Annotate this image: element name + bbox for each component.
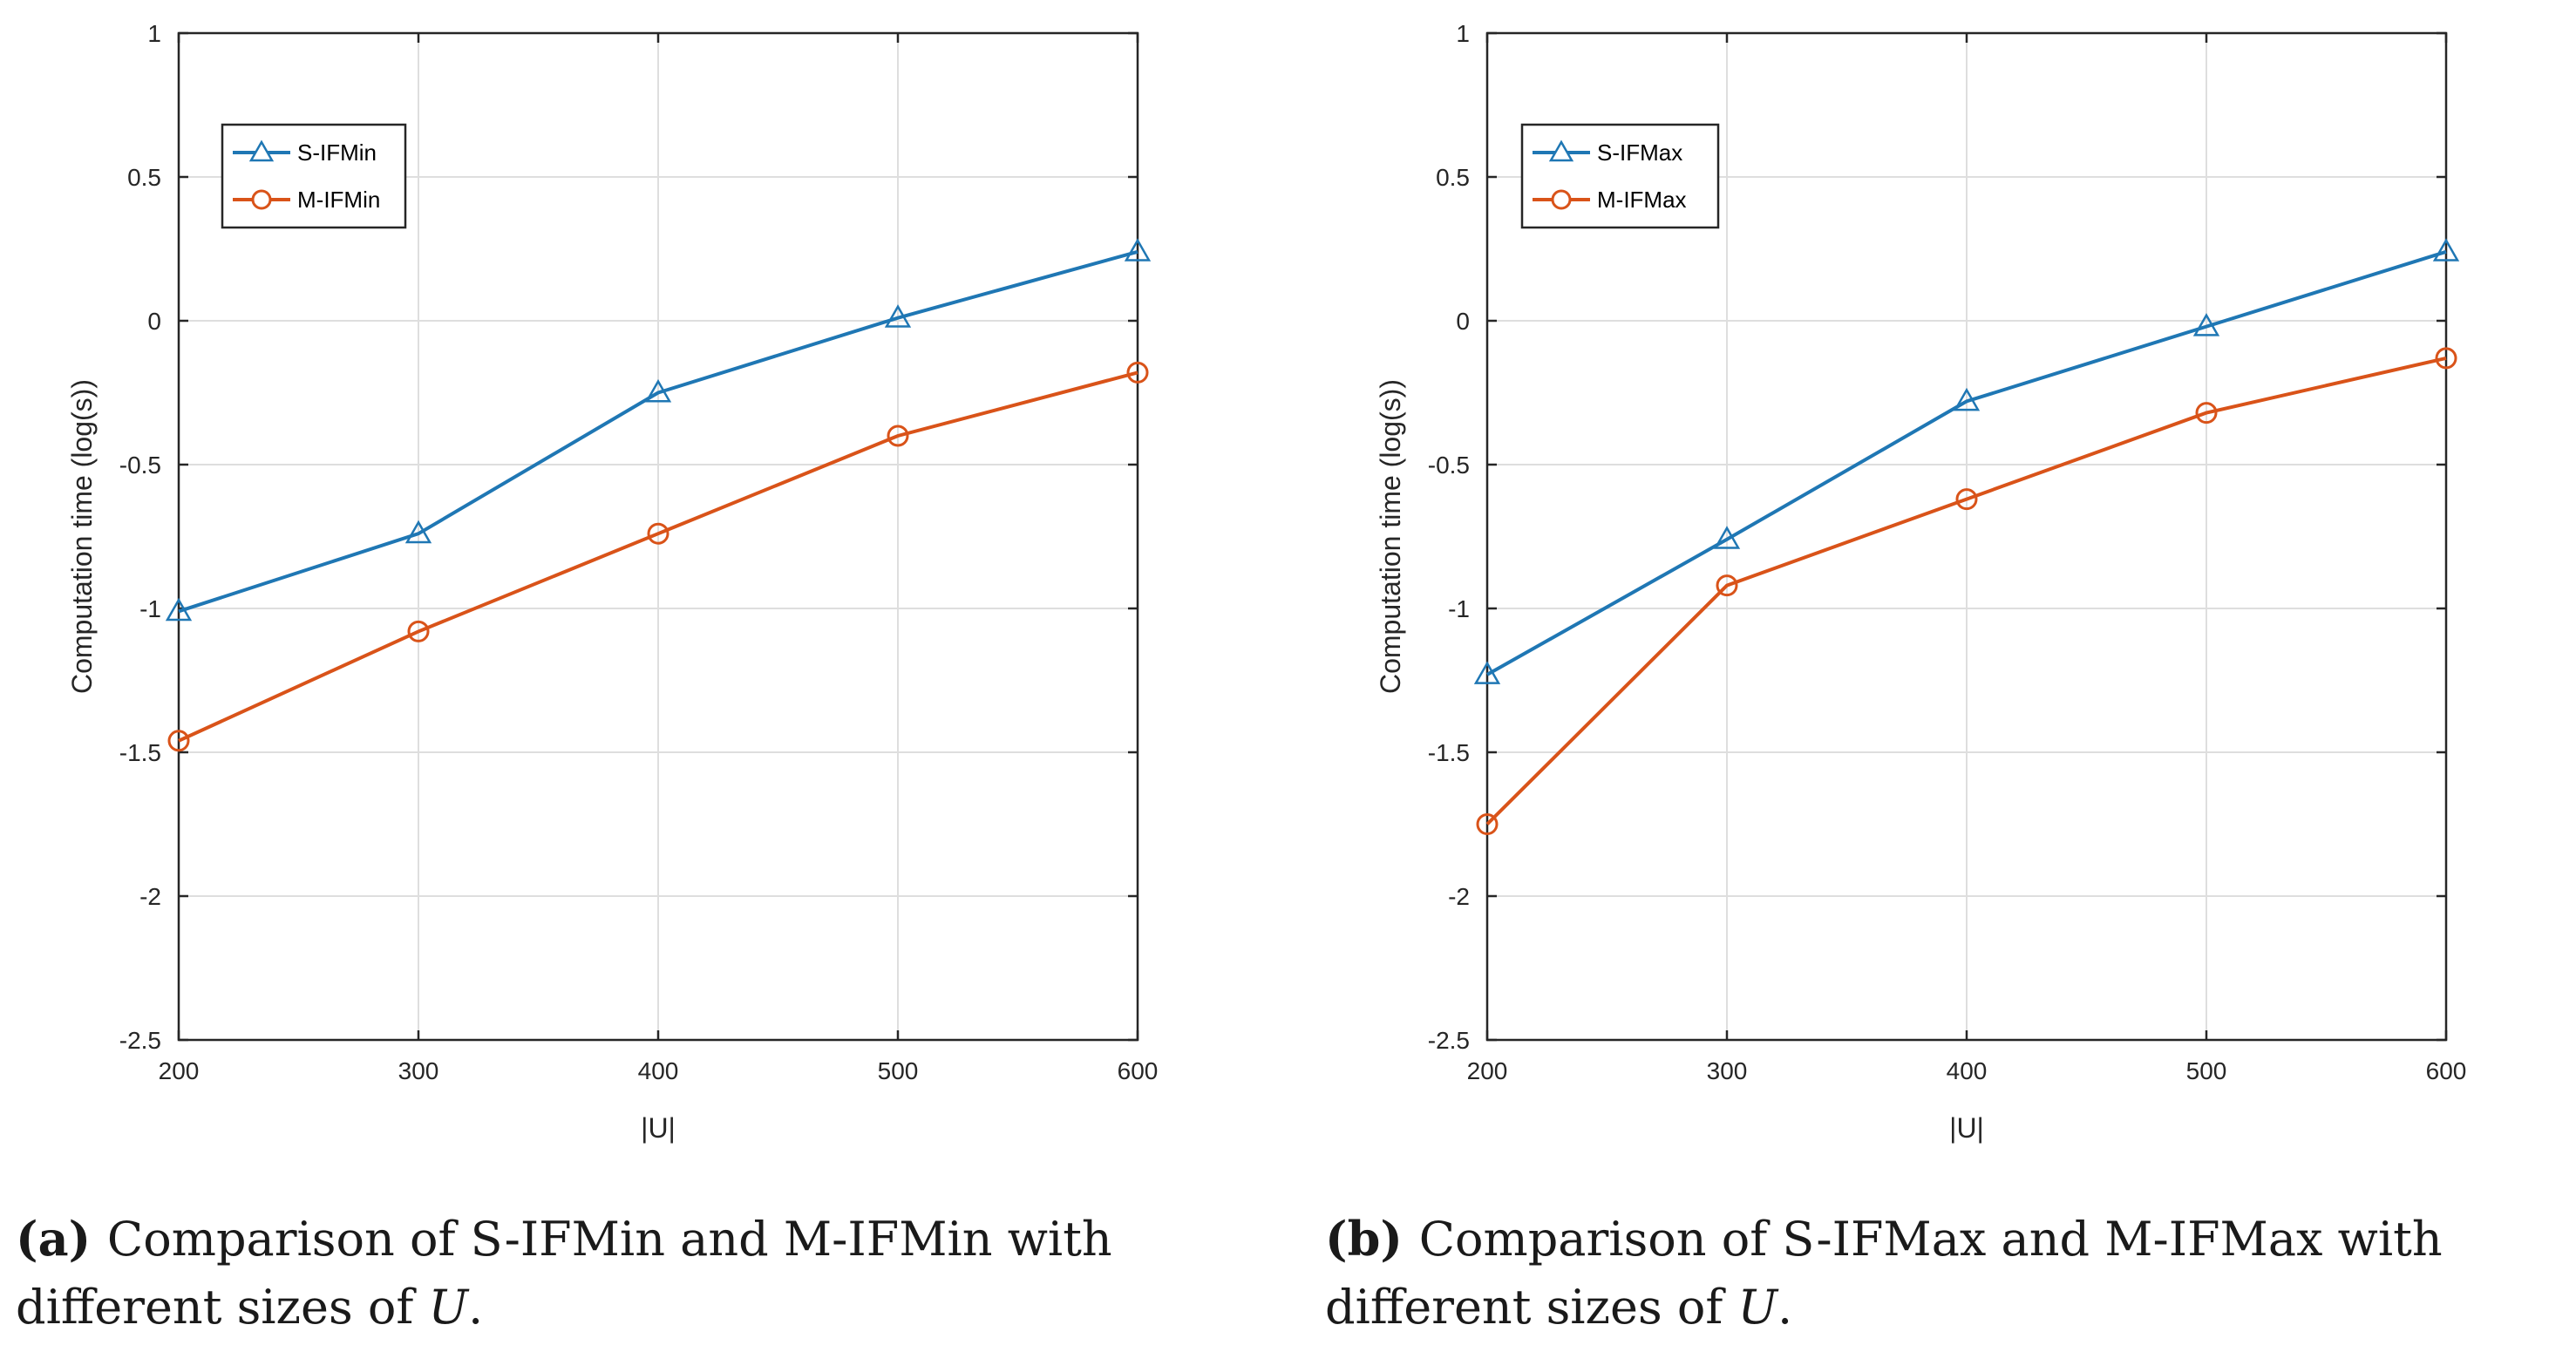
panel-b-xtick-label: 600 (2426, 1057, 2467, 1084)
panel-a-series-m-ifmin-point (167, 730, 190, 752)
panel-b-ytick-label: -2.5 (1428, 1027, 1470, 1054)
panel-b-xaxis-label: |U| (1949, 1112, 1984, 1144)
panel-b-caption-line2: different sizes of U. (1325, 1280, 1792, 1335)
panel-a-xtick-label: 200 (159, 1057, 200, 1084)
panel-a-ytick-label: -0.5 (119, 452, 161, 479)
panel-b-ytick-label: 0 (1456, 308, 1470, 335)
panel-a-series-m-ifmin-point (887, 425, 909, 447)
panel-b-ytick-label: 1 (1456, 20, 1470, 47)
panel-b-xtick-label: 300 (1707, 1057, 1748, 1084)
panel-a-letter: a (38, 1211, 69, 1267)
panel-b-legend-s-ifmax-marker (1548, 139, 1574, 162)
panel-b-series-m-ifmax-point (2435, 347, 2457, 370)
panel-b-series-m-ifmax-point (1716, 574, 1738, 597)
panel-b-ytick-label: -2 (1448, 883, 1470, 910)
panel-b-chart: 200 300 400 500 600 1 0.5 0 -0.5 -1 -1.5 -2 -2.5 |U| C… (1375, 20, 2466, 1144)
panel-a-caption-text: Comparison of S-IFMin and M-IFMin with (107, 1212, 1112, 1267)
panel-a-series-m-ifmin-point (407, 620, 430, 642)
panel-a-series-s-ifmin-point (165, 597, 193, 622)
panel-a-caption-prefix: different sizes of (16, 1280, 417, 1335)
panel-b-caption-prefix: different sizes of (1325, 1280, 1726, 1335)
panel-a-chart: 200 300 400 500 600 1 0.5 0 -0.5 -1 -1.5 -2 -2.5 |U| C… (66, 20, 1158, 1144)
panel-b-letter: b (1348, 1211, 1381, 1267)
panel-a-ytick-label: 0.5 (127, 164, 161, 191)
panel-b-xtick-label: 400 (1947, 1057, 1988, 1084)
panel-a-ytick-label: -2.5 (119, 1027, 161, 1054)
panel-a-series-s-ifmin-point (1124, 238, 1152, 262)
panel-b-ytick-label: -1.5 (1428, 739, 1470, 766)
panel-b-ytick-label: -1 (1448, 595, 1470, 622)
panel-a-series-s-ifmin-point (884, 304, 912, 328)
panel-b-caption-var: U (1738, 1280, 1779, 1335)
panel-a-ytick-label: -1 (139, 595, 161, 622)
panel-b-series-s-ifmax-point (1473, 661, 1501, 684)
panel-a-caption-var: U (429, 1280, 470, 1335)
panel-a-xtick-label: 600 (1118, 1057, 1159, 1084)
panel-a-ytick-label: -1.5 (119, 739, 161, 766)
panel-a-caption-line1: (a) Comparison of S-IFMin and M-IFMin wi… (16, 1211, 1112, 1267)
panel-a-legend-m-ifmin-marker (251, 189, 272, 210)
panel-a-xaxis-label: |U| (641, 1112, 676, 1144)
panel-b-caption-end: . (1777, 1280, 1792, 1335)
panel-b-ytick-label: -0.5 (1428, 452, 1470, 479)
panel-a-series-m-ifmin-line (178, 370, 1138, 743)
panel-b-legend-s-ifmax-label: S-IFMax (1597, 139, 1682, 166)
panel-a-xtick-label: 400 (638, 1057, 679, 1084)
panel-b-series-s-ifmax-point (2432, 238, 2460, 262)
panel-b-legend-m-ifmax-marker (1551, 189, 1572, 210)
panel-a-series-m-ifmin-point (1126, 361, 1149, 384)
panel-b-caption-text: Comparison of S-IFMax and M-IFMax with (1419, 1212, 2443, 1267)
panel-b-series-m-ifmax-line (1485, 356, 2447, 825)
panel-b-series-s-ifmax-point (1953, 387, 1981, 411)
panel-a-legend-box (221, 123, 407, 229)
panel-a-series-s-ifmin-point (404, 520, 432, 544)
panel-a-series-m-ifmin-point (647, 522, 669, 545)
panel-a-yaxis-label: Computation time (log(s)) (66, 379, 98, 694)
panel-b-xtick-label: 200 (1467, 1057, 1508, 1084)
panel-a-legend-m-ifmin-label: M-IFMin (297, 187, 380, 213)
panel-a-xtick-label: 300 (398, 1057, 439, 1084)
panel-b-caption-line1: (b) Comparison of S-IFMax and M-IFMax wi… (1325, 1211, 2443, 1267)
panel-a-series-s-ifmin-point (644, 378, 672, 403)
panel-b-series-s-ifmax-point (1713, 526, 1741, 549)
panel-b-series-m-ifmax-point (1476, 813, 1499, 835)
panel-b-series-m-ifmax-point (1955, 488, 1978, 511)
panel-a-ytick-label: 0 (147, 308, 161, 335)
panel-a-caption-line2: different sizes of U. (16, 1280, 483, 1335)
panel-b-ytick-label: 0.5 (1436, 164, 1470, 191)
panel-a-ytick-label: 1 (147, 20, 161, 47)
panel-b-series-s-ifmax-point (2192, 313, 2220, 336)
panel-a-caption-end: . (468, 1280, 483, 1335)
panel-a-xtick-label: 500 (878, 1057, 919, 1084)
panel-b-yaxis-label: Computation time (log(s)) (1375, 379, 1406, 694)
panel-b-legend-box (1520, 123, 1720, 229)
panel-a-series-s-ifmin-line (178, 249, 1138, 614)
panel-a-legend-s-ifmin-marker (248, 139, 275, 162)
panel-b-series-m-ifmax-point (2195, 402, 2218, 425)
panel-a-ytick-label: -2 (139, 883, 161, 910)
panel-b-xtick-label: 500 (2186, 1057, 2227, 1084)
panel-b-series-s-ifmax-line (1486, 249, 2447, 676)
panel-a-legend-s-ifmin-label: S-IFMin (297, 139, 377, 166)
panel-b-legend-m-ifmax-label: M-IFMax (1597, 187, 1687, 213)
